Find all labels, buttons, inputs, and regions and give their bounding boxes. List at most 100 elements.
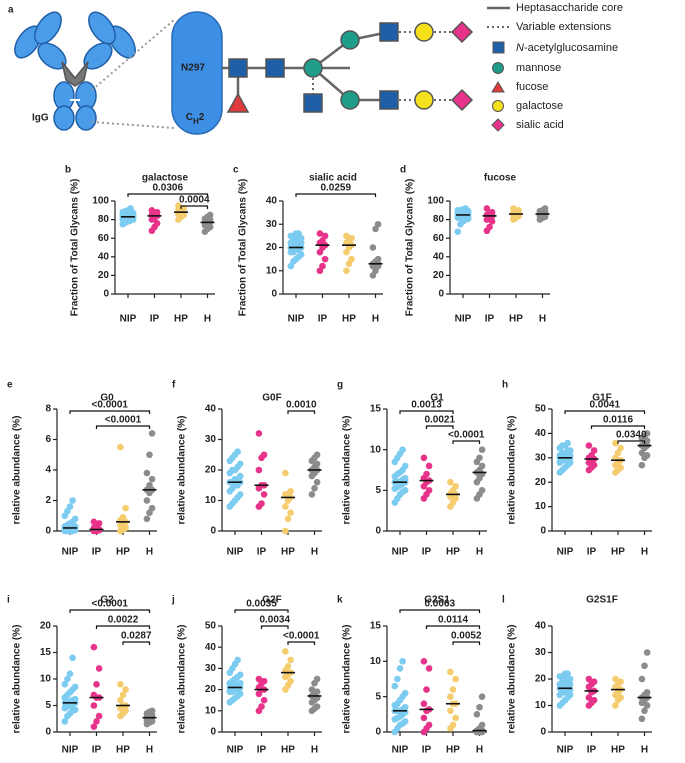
p-value: 0.0052: [451, 631, 482, 642]
data-point: [321, 255, 329, 263]
significance-bracket: [122, 641, 151, 645]
y-tick-label: 100: [427, 196, 444, 207]
x-tick-label: IP: [92, 547, 102, 558]
significance-bracket: [617, 440, 646, 444]
y-tick-label: 15: [370, 621, 382, 632]
y-tick-label: 15: [370, 404, 382, 415]
data-point: [148, 504, 156, 512]
data-point: [234, 656, 241, 664]
legend-entry: Heptasaccharide core: [516, 2, 623, 14]
data-point: [64, 675, 71, 683]
data-point: [585, 442, 593, 449]
y-tick-label: 2: [45, 495, 51, 506]
data-point: [452, 675, 459, 683]
data-point: [612, 702, 619, 709]
legend-entry: mannose: [516, 62, 561, 74]
data-point: [287, 656, 294, 664]
data-point: [260, 491, 268, 498]
data-point: [61, 681, 69, 688]
x-tick-label: NIP: [288, 314, 305, 325]
data-point: [612, 675, 619, 683]
significance-bracket: [95, 425, 151, 429]
y-tick-label: 10: [370, 656, 382, 667]
chart-title: G1F: [592, 393, 611, 404]
y-tick-label: 10: [205, 705, 217, 716]
x-tick-label: NIP: [392, 745, 409, 756]
p-value: 0.0035: [246, 599, 277, 610]
data-point: [478, 487, 486, 494]
data-point: [93, 718, 100, 725]
data-point: [590, 447, 598, 454]
data-point: [641, 662, 648, 670]
data-point: [638, 461, 646, 469]
data-point: [71, 706, 79, 714]
significance-bracket: [127, 193, 209, 197]
y-tick-label: 30: [535, 647, 547, 658]
x-tick-label: IP: [318, 314, 328, 325]
data-point: [510, 205, 517, 212]
legend-entry: N-acetylglucosamine: [516, 42, 618, 54]
y-tick-label: 40: [205, 404, 217, 415]
legend-entry: fucose: [516, 81, 548, 93]
x-tick-label: IP: [587, 547, 597, 558]
panel-letter: c: [233, 165, 239, 176]
data-point: [449, 721, 457, 729]
x-tick-label: HP: [611, 547, 625, 558]
data-point: [90, 643, 98, 651]
data-point: [486, 223, 493, 231]
chart-title: G2S1F: [586, 595, 618, 606]
p-value: 0.0013: [411, 400, 442, 411]
y-tick-label: 40: [433, 251, 445, 262]
data-point: [236, 679, 244, 687]
data-point: [90, 518, 98, 526]
data-point: [617, 464, 624, 471]
x-tick-label: HP: [611, 745, 625, 756]
y-tick-label: 80: [98, 214, 110, 225]
data-point: [234, 448, 241, 456]
x-tick-label: IP: [422, 547, 432, 558]
significance-bracket: [287, 410, 316, 414]
data-point: [153, 220, 161, 227]
data-point: [117, 681, 124, 688]
data-point: [454, 228, 462, 235]
data-point: [95, 712, 103, 720]
y-tick-label: 5: [375, 691, 381, 702]
y-axis-label: relative abundance (%): [12, 625, 23, 734]
data-point: [447, 668, 454, 676]
y-tick-label: 15: [40, 647, 52, 658]
y-tick-label: 10: [266, 265, 278, 276]
data-point: [401, 689, 409, 697]
data-point: [69, 497, 76, 504]
y-tick-label: 20: [535, 674, 547, 685]
y-tick-label: 0: [45, 526, 51, 537]
data-point: [284, 662, 292, 670]
y-tick-label: 30: [535, 452, 547, 463]
data-point: [566, 447, 574, 454]
y-tick-label: 10: [535, 501, 547, 512]
legend-entry: Variable extensions: [516, 21, 612, 33]
data-point: [313, 703, 321, 710]
x-tick-label: H: [204, 314, 211, 325]
y-tick-label: 4: [45, 465, 51, 476]
y-tick-label: 20: [433, 270, 445, 281]
y-axis-label: Fraction of Total Glycans (%): [238, 179, 249, 317]
x-tick-label: IP: [92, 745, 102, 756]
significance-bracket: [399, 410, 454, 414]
y-axis-label: Fraction of Total Glycans (%): [70, 179, 81, 317]
y-tick-label: 20: [98, 270, 110, 281]
p-value: 0.0259: [320, 183, 351, 194]
y-tick-label: 5: [375, 485, 381, 496]
p-value: 0.0041: [589, 400, 620, 411]
data-point: [447, 478, 454, 486]
data-point: [95, 665, 103, 672]
data-point: [476, 703, 483, 711]
y-tick-label: 50: [205, 621, 217, 632]
data-point: [590, 678, 598, 685]
data-point: [117, 696, 124, 704]
data-point: [127, 205, 134, 212]
y-tick-label: 0: [210, 727, 216, 738]
p-value: 0.0340: [616, 430, 647, 441]
data-point: [394, 675, 401, 683]
x-tick-label: IP: [485, 314, 495, 325]
data-point: [321, 232, 329, 240]
